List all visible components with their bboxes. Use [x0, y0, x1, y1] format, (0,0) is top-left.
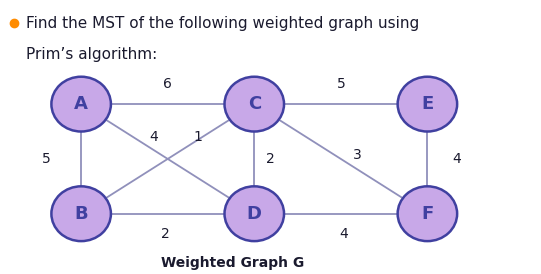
Text: 6: 6 [163, 76, 172, 91]
Text: Weighted Graph G: Weighted Graph G [161, 256, 304, 270]
Ellipse shape [225, 186, 284, 241]
Ellipse shape [398, 77, 457, 132]
Text: B: B [74, 205, 88, 223]
Text: 4: 4 [453, 152, 461, 166]
Text: 2: 2 [266, 152, 275, 166]
Ellipse shape [51, 186, 111, 241]
Text: F: F [421, 205, 433, 223]
Text: 2: 2 [161, 227, 169, 241]
Text: Find the MST of the following weighted graph using: Find the MST of the following weighted g… [26, 16, 419, 31]
Text: 4: 4 [150, 130, 159, 144]
Text: 3: 3 [353, 148, 361, 162]
Text: A: A [74, 95, 88, 113]
Text: C: C [248, 95, 261, 113]
Text: 1: 1 [193, 130, 202, 144]
Text: 5: 5 [337, 76, 345, 91]
Text: 4: 4 [339, 227, 348, 241]
Ellipse shape [225, 77, 284, 132]
Text: D: D [247, 205, 262, 223]
Ellipse shape [51, 77, 111, 132]
Ellipse shape [398, 186, 457, 241]
Text: 5: 5 [42, 152, 50, 166]
Text: E: E [421, 95, 433, 113]
Text: Prim’s algorithm:: Prim’s algorithm: [26, 47, 157, 62]
